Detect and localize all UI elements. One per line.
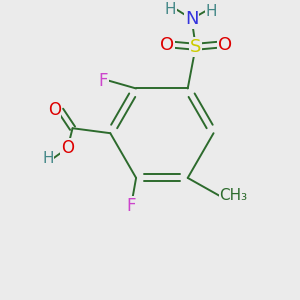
Text: N: N (185, 10, 199, 28)
Text: H: H (164, 2, 176, 16)
Text: O: O (218, 36, 232, 54)
Text: H: H (42, 151, 54, 166)
Text: F: F (99, 71, 108, 89)
Text: O: O (61, 139, 74, 157)
Text: F: F (126, 197, 136, 215)
Text: O: O (160, 36, 174, 54)
Text: H: H (206, 4, 217, 19)
Text: CH₃: CH₃ (220, 188, 248, 203)
Text: O: O (48, 101, 61, 119)
Text: S: S (190, 38, 201, 56)
